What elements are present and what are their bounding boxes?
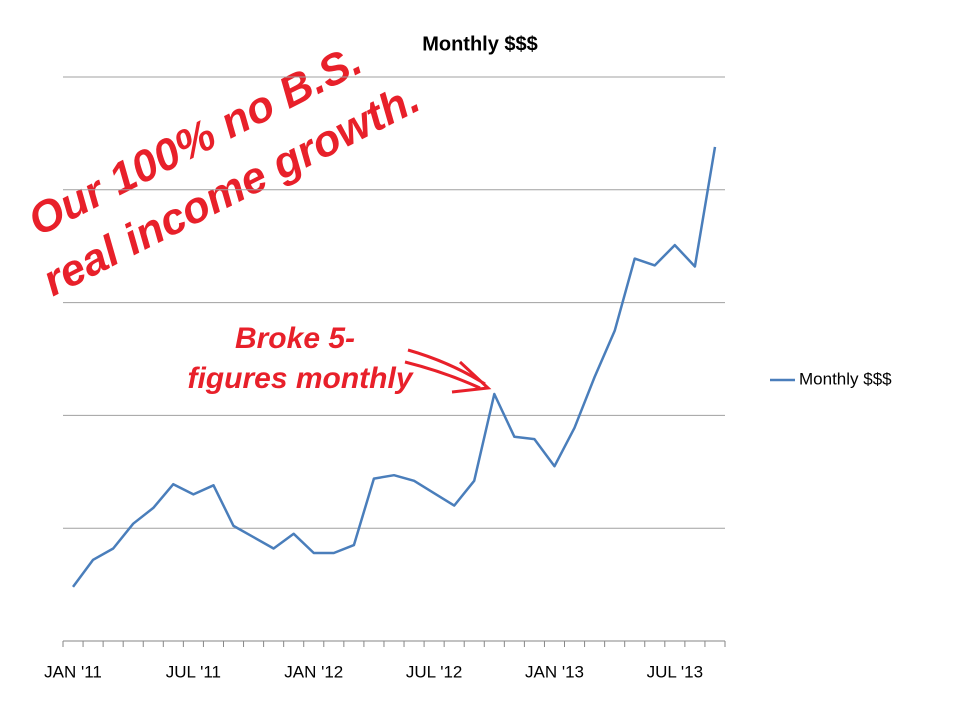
x-tick-label: JUL '12 xyxy=(406,662,462,681)
x-tick-label: JAN '12 xyxy=(284,662,343,681)
x-tick-label: JAN '11 xyxy=(44,662,102,681)
x-tick-label: JUL '13 xyxy=(647,662,703,681)
annotation-group: Our 100% no B.S. real income growth. xyxy=(21,36,428,306)
data-line xyxy=(71,146,717,588)
x-tick-label: JUL '11 xyxy=(166,662,221,681)
legend-label: Monthly $$$ xyxy=(799,369,892,388)
annotation: figures monthly xyxy=(187,362,413,395)
chart-title: Monthly $$$ xyxy=(422,33,538,55)
annotation: Broke 5- xyxy=(235,322,355,355)
annotation-arrow xyxy=(404,348,492,394)
x-tick-label: JAN '13 xyxy=(525,662,584,681)
